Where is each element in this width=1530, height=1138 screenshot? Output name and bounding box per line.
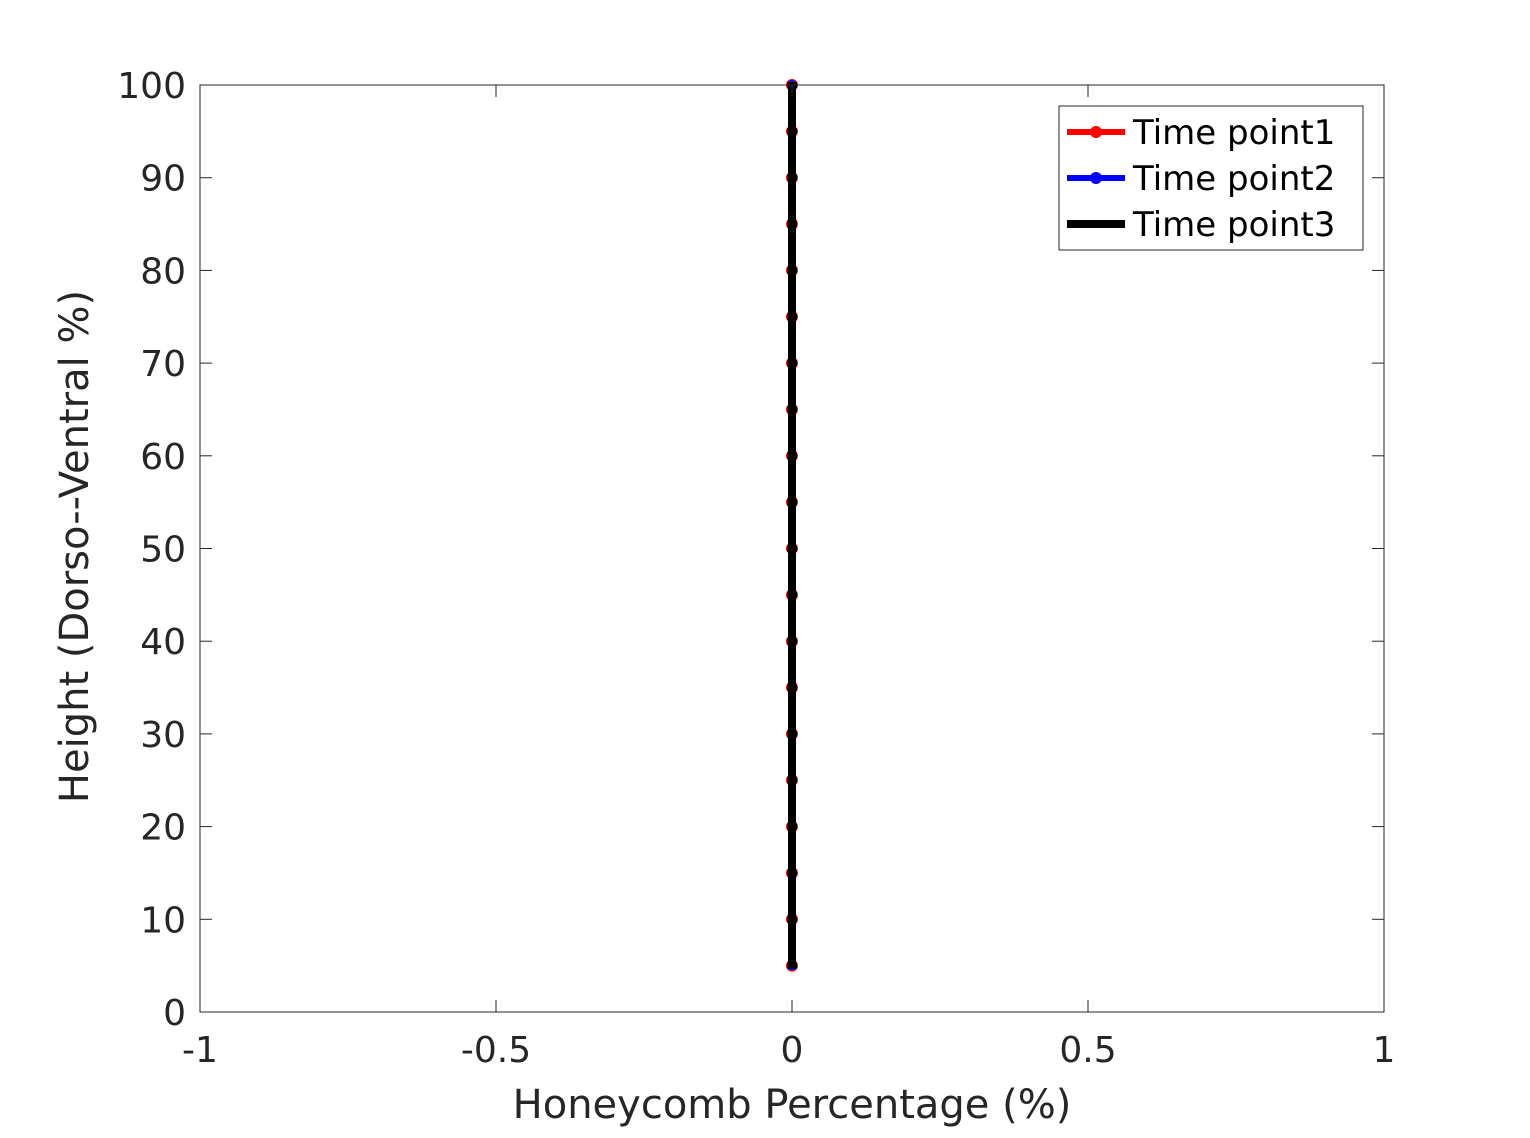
legend-swatch-marker xyxy=(1090,172,1102,184)
y-tick-label: 20 xyxy=(140,808,186,849)
data-point xyxy=(787,962,797,969)
legend-item: Time point3 xyxy=(1067,205,1335,245)
data-point xyxy=(787,545,797,552)
x-tick-label: 0.5 xyxy=(1059,1030,1116,1071)
y-axis-label: Height (Dorso--Ventral %) xyxy=(52,290,98,803)
legend: Time point1 Time point2 Time point3 xyxy=(1058,105,1364,251)
data-point xyxy=(787,174,797,181)
y-tick-label: 10 xyxy=(140,900,186,941)
legend-item: Time point1 xyxy=(1067,113,1335,153)
legend-swatch-marker xyxy=(1091,221,1101,227)
y-tick-label: 60 xyxy=(140,437,186,478)
x-tick-label: -1 xyxy=(182,1030,218,1071)
data-point xyxy=(787,267,797,274)
data-point xyxy=(787,916,797,923)
legend-label: Time point3 xyxy=(1132,205,1335,245)
data-point xyxy=(787,591,797,598)
x-axis-label: Honeycomb Percentage (%) xyxy=(513,1082,1072,1128)
data-point xyxy=(787,452,797,459)
data-point xyxy=(787,684,797,691)
legend-swatch-marker xyxy=(1090,126,1102,138)
x-tick-label: 1 xyxy=(1373,1030,1396,1071)
y-tick-label: 100 xyxy=(117,66,186,107)
ticks-layer xyxy=(199,84,1385,1013)
y-tick-label: 80 xyxy=(140,251,186,292)
y-tick-label: 90 xyxy=(140,159,186,200)
data-point xyxy=(787,221,797,228)
data-point xyxy=(787,360,797,367)
x-tick-label: -0.5 xyxy=(461,1030,531,1071)
y-tick-label: 0 xyxy=(163,993,186,1034)
y-tick-label: 70 xyxy=(140,344,186,385)
legend-item: Time point2 xyxy=(1067,159,1335,199)
data-point xyxy=(787,499,797,506)
data-point xyxy=(787,777,797,784)
series-3 xyxy=(787,82,797,969)
y-tick-label: 30 xyxy=(140,715,186,756)
x-tick-label: 0 xyxy=(781,1030,804,1071)
data-point xyxy=(787,869,797,876)
data-point xyxy=(787,128,797,135)
data-point xyxy=(787,730,797,737)
data-point xyxy=(787,313,797,320)
data-point xyxy=(787,406,797,413)
data-point xyxy=(787,823,797,830)
legend-label: Time point1 xyxy=(1132,113,1335,153)
y-tick-label: 40 xyxy=(140,622,186,663)
y-tick-label: 50 xyxy=(140,530,186,571)
legend-label: Time point2 xyxy=(1132,159,1335,199)
data-point xyxy=(787,638,797,645)
